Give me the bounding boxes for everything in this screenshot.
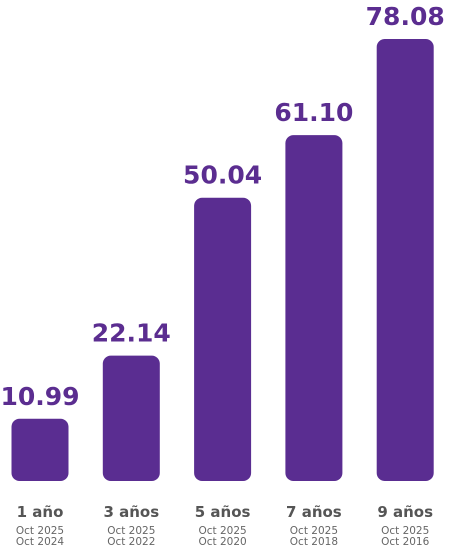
period-label: Oct 2025 <box>290 525 338 537</box>
period-label: Oct 2025 <box>107 525 155 537</box>
period-label: Oct 2025 <box>16 525 64 537</box>
category-label: 1 año <box>17 503 64 521</box>
bar <box>376 39 434 481</box>
bar <box>194 197 252 481</box>
bar <box>102 355 160 481</box>
bar <box>285 135 343 482</box>
period-label: Oct 2018 <box>290 536 338 545</box>
category-label: 7 años <box>286 503 342 521</box>
value-label: 22.14 <box>92 319 171 348</box>
bar <box>11 418 69 481</box>
period-label: Oct 2024 <box>16 536 65 545</box>
category-label: 9 años <box>377 503 433 521</box>
value-label: 78.08 <box>366 2 445 31</box>
period-label: Oct 2020 <box>198 536 246 545</box>
period-label: Oct 2022 <box>107 536 155 545</box>
value-label: 61.10 <box>274 98 353 127</box>
period-label: Oct 2025 <box>198 525 246 537</box>
category-label: 5 años <box>195 503 251 521</box>
period-label: Oct 2025 <box>381 525 429 537</box>
value-label: 10.99 <box>0 382 79 411</box>
period-label: Oct 2016 <box>381 536 430 545</box>
category-label: 3 años <box>103 503 159 521</box>
value-label: 50.04 <box>183 161 262 190</box>
